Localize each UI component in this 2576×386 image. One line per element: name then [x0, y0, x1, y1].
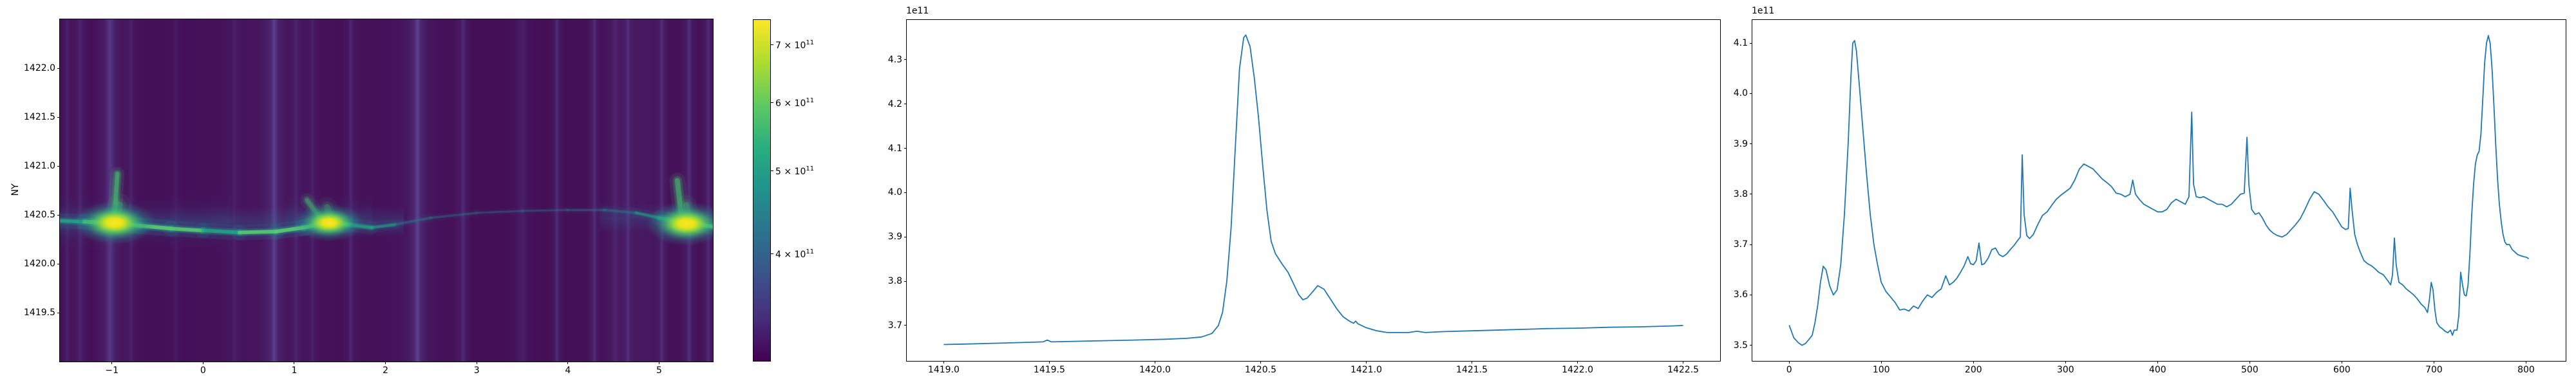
x-tick-label: 400 [2148, 365, 2166, 375]
data-series-line [1788, 35, 2530, 346]
x-tick-label: 1422.0 [1562, 365, 1594, 375]
x-tick-mark [385, 362, 386, 364]
x-tick-label: 0 [1786, 365, 1792, 375]
y-tick-mark [1750, 42, 1752, 44]
y-tick-label: 3.8 [887, 276, 902, 287]
x-tick-label: 200 [1964, 365, 1982, 375]
y-tick-label: 3.9 [1733, 138, 1748, 149]
y-tick-label: 1420.0 [24, 259, 55, 269]
x-tick-label: 1419.5 [1033, 365, 1065, 375]
y-tick-mark [904, 280, 907, 282]
y-tick-label: 3.8 [1733, 188, 1748, 199]
x-tick-label: 5 [656, 365, 662, 376]
y-tick-mark [57, 68, 60, 69]
y-tick-mark [904, 59, 907, 60]
y-tick-label: 4.3 [887, 54, 902, 65]
y-tick-label: 1419.5 [24, 308, 55, 318]
x-tick-label: 1 [291, 365, 298, 376]
x-tick-label: 3 [473, 365, 480, 376]
x-tick-mark [1366, 361, 1367, 363]
axis-offset-text: 1e11 [1752, 6, 1775, 16]
colorbar-tick-mark [771, 44, 773, 46]
x-tick-mark [1973, 361, 1974, 363]
colorbar: 7 × 1011 6 × 1011 5 × 1011 4 × 1011 [753, 19, 814, 362]
y-tick-label: 3.6 [1733, 290, 1748, 300]
colorbar-tick-mark [771, 102, 773, 104]
colorbar-gradient [753, 19, 771, 362]
y-tick-label: 4.1 [887, 143, 902, 154]
x-tick-label: 0 [200, 365, 206, 376]
x-tick-mark [1880, 361, 1882, 363]
x-tick-label: 500 [2241, 365, 2259, 375]
y-tick-label: 3.7 [887, 320, 902, 331]
y-tick-mark [1750, 143, 1752, 145]
y-tick-label: 4.0 [1733, 88, 1748, 99]
y-tick-label: 4.0 [887, 187, 902, 198]
y-tick-mark [904, 325, 907, 326]
y-tick-label: 4.1 [1733, 38, 1748, 48]
x-tick-label: 1420.0 [1139, 365, 1171, 375]
y-tick-mark [904, 192, 907, 193]
y-tick-mark [57, 116, 60, 118]
y-tick-mark [1750, 93, 1752, 94]
x-tick-mark [2065, 361, 2066, 363]
x-tick-label: 4 [565, 365, 571, 376]
x-tick-mark [1260, 361, 1261, 363]
x-tick-mark [2157, 361, 2158, 363]
x-tick-label: 700 [2425, 365, 2443, 375]
colorbar-tick-label: 6 × 1011 [775, 96, 815, 109]
y-tick-mark [904, 148, 907, 149]
y-tick-label: 3.7 [1733, 239, 1748, 250]
x-tick-label: 800 [2517, 365, 2535, 375]
y-tick-label: 3.5 [1733, 340, 1748, 351]
x-tick-label: 2 [383, 365, 389, 376]
y-tick-label: 1421.0 [24, 161, 55, 171]
x-tick-mark [567, 362, 569, 364]
x-tick-mark [111, 362, 113, 364]
x-tick-label: 300 [2056, 365, 2074, 375]
y-tick-mark [57, 165, 60, 167]
y-tick-label: 1422.0 [24, 63, 55, 73]
line-plot [943, 34, 1683, 345]
y-tick-label: 3.9 [887, 232, 902, 243]
x-tick-mark [202, 362, 204, 364]
spectrum-zoom-axes: 1e11 1419.0 1419.5 1420.0 1420.5 1421.0 1421.… [888, 6, 1721, 374]
y-tick-mark [1750, 244, 1752, 245]
colorbar-tick-label: 4 × 1011 [775, 248, 815, 260]
data-series-line [943, 34, 1683, 345]
x-tick-mark [1788, 361, 1790, 363]
y-tick-label: 1420.5 [24, 210, 55, 220]
x-tick-label: 100 [1872, 365, 1890, 375]
x-tick-label: 1422.5 [1667, 365, 1700, 375]
x-tick-label: 600 [2333, 365, 2351, 375]
colorbar-tick-label: 7 × 1011 [775, 39, 815, 51]
x-tick-label: 1419.0 [927, 365, 960, 375]
timeseries-axes: 1e11 0 100 200 300 400 500 600 700 800 3.5 3.6 3.7 3… [1734, 6, 2566, 374]
x-tick-label: 1421.5 [1456, 365, 1488, 375]
y-axis-label: NY [10, 183, 21, 196]
x-tick-label: 1421.0 [1350, 365, 1382, 375]
line-plot [1788, 35, 2530, 346]
waterfall-heatmap-axes: NY −1 0 1 2 3 4 5 1419.5 1420.0 1420.5 1421.0 1421.… [10, 19, 714, 375]
y-tick-label: 4.2 [887, 98, 902, 109]
x-tick-mark [943, 361, 944, 363]
y-tick-label: 1421.5 [24, 112, 55, 122]
x-tick-mark [2249, 361, 2250, 363]
x-tick-label: −1 [105, 365, 119, 376]
x-tick-label: 1420.5 [1244, 365, 1276, 375]
x-tick-mark [1048, 361, 1050, 363]
y-tick-mark [57, 214, 60, 216]
colorbar-tick-label: 5 × 1011 [775, 165, 815, 177]
x-tick-mark [1577, 361, 1578, 363]
axis-offset-text: 1e11 [906, 6, 929, 16]
colorbar-tick-mark [771, 170, 773, 172]
colorbar-tick-mark [771, 253, 773, 255]
heatmap-image [59, 19, 714, 362]
